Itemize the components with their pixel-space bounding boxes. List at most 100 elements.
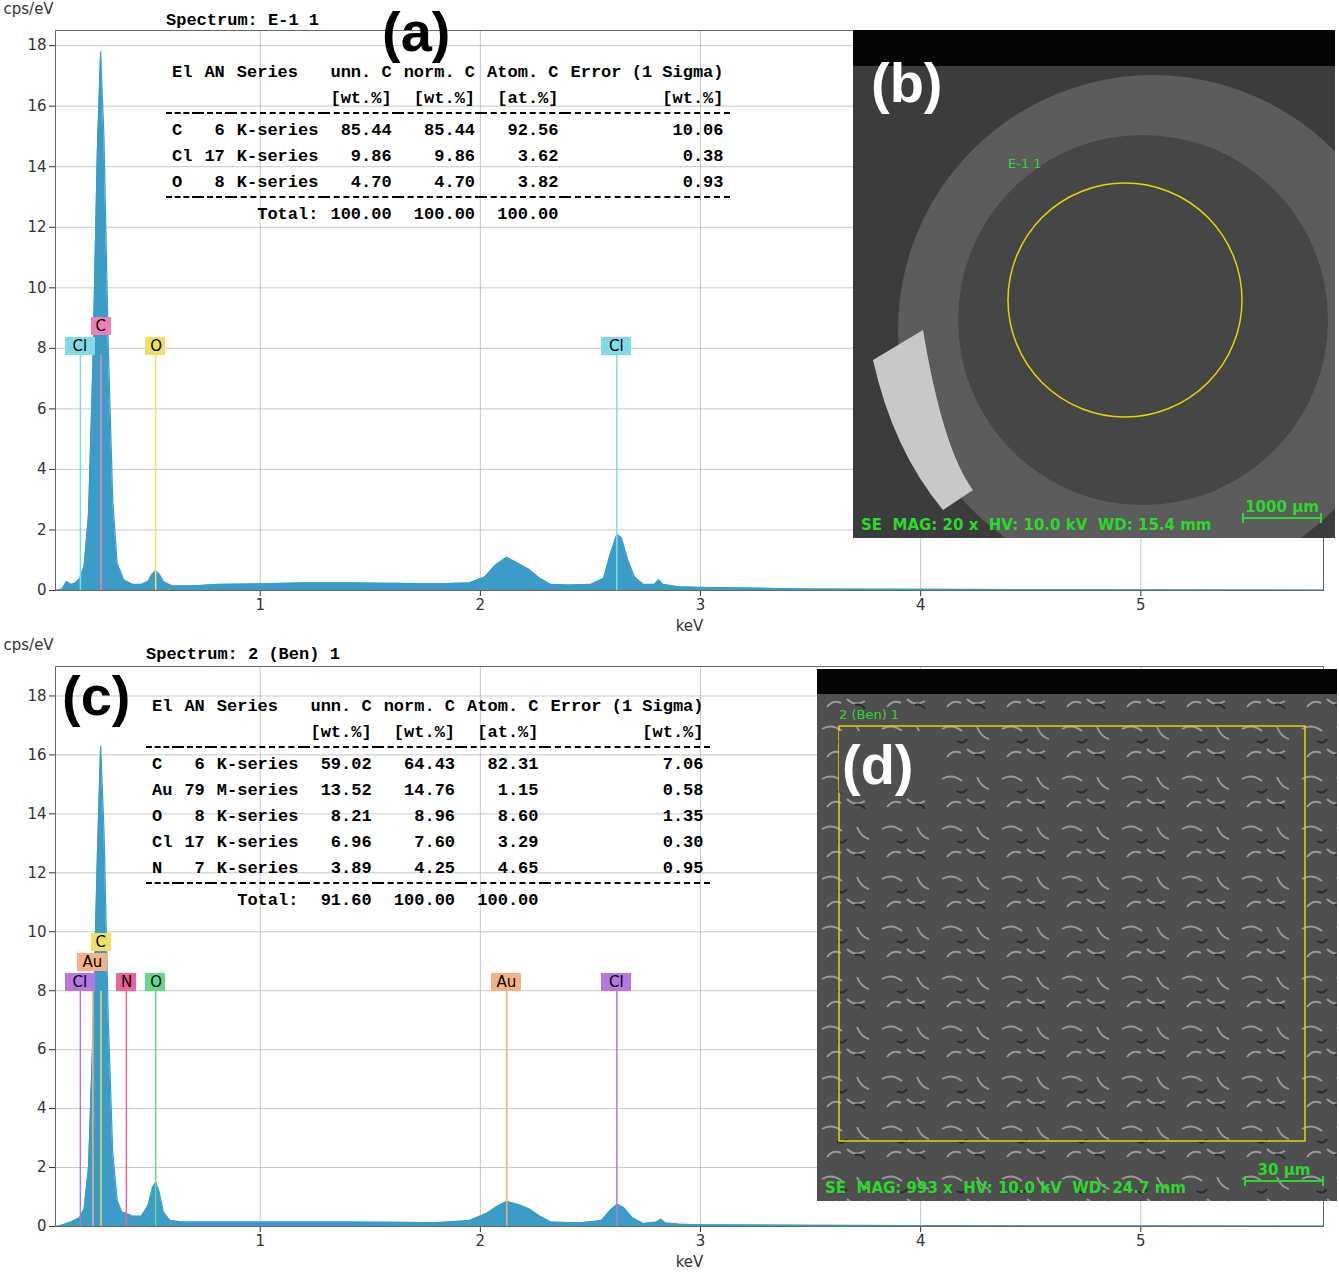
svg-text:2: 2 (476, 1232, 486, 1250)
html-text:9.86: 9.86 (434, 147, 476, 166)
html-text:64.43: 64.43 (404, 755, 456, 774)
svg-text:14: 14 (27, 805, 46, 823)
svg-text:1: 1 (255, 596, 265, 614)
html-text:100.00: 100.00 (413, 205, 476, 224)
svg-text:8: 8 (37, 339, 47, 357)
html-text:17: 17 (204, 147, 225, 166)
html-text:Error (1 Sigma): Error (1 Sigma) (550, 697, 704, 716)
html-text:[wt.%]: [wt.%] (413, 89, 476, 108)
html-text:[wt.%]: [wt.%] (642, 723, 704, 742)
html-text:3.62: 3.62 (517, 147, 559, 166)
svg-text:SE MAG: 993 x HV: 10.0 kV W: SE MAG: 993 x HV: 10.0 kV WD: 24.7 mm (825, 1179, 1186, 1197)
svg-text:cps/eV: cps/eV (4, 0, 55, 18)
html-text:4.70: 4.70 (350, 173, 392, 192)
svg-text:14: 14 (27, 158, 46, 176)
html-text:100.00: 100.00 (497, 205, 559, 224)
html-text:norm. C: norm. C (403, 63, 476, 82)
html-text:K-series: K-series (236, 173, 319, 192)
svg-text:16: 16 (27, 97, 46, 115)
html-text:Series: Series (216, 697, 278, 716)
html-text:Au: Au (82, 952, 103, 971)
html-text:[wt.%]: [wt.%] (310, 723, 372, 742)
html-text:3.82: 3.82 (517, 173, 559, 192)
html-text:85.44: 85.44 (340, 121, 392, 140)
svg-text:0: 0 (37, 1217, 47, 1235)
svg-text:6: 6 (37, 400, 47, 418)
html-text:AN: AN (184, 697, 205, 716)
svg-text:4: 4 (916, 1232, 926, 1250)
svg-text:18: 18 (27, 36, 46, 54)
svg-text:4: 4 (916, 596, 926, 614)
html-text:M-series: M-series (216, 781, 299, 800)
svg-text:6: 6 (37, 1040, 47, 1058)
html-text:92.56: 92.56 (507, 121, 559, 140)
html-text:Series: Series (236, 63, 298, 82)
html-text:K-series: K-series (236, 121, 319, 140)
svg-text:cps/eV: cps/eV (4, 636, 55, 654)
svg-text:2: 2 (476, 596, 486, 614)
html-text:[at.%]: [at.%] (497, 89, 559, 108)
svg-text:0: 0 (37, 581, 47, 599)
html-text:Total:: Total: (257, 205, 319, 224)
html-text:82.31: 82.31 (487, 755, 539, 774)
html-text:Error (1 Sigma): Error (1 Sigma) (570, 63, 724, 82)
html-text:9.86: 9.86 (350, 147, 392, 166)
svg-text:10: 10 (27, 923, 46, 941)
html-text:Spectrum: E-1 1: Spectrum: E-1 1 (166, 11, 319, 30)
svg-text:2: 2 (37, 1158, 47, 1176)
html-text:(a): (a) (382, 0, 451, 63)
html-text:0.93: 0.93 (682, 173, 724, 192)
html-text:[wt.%]: [wt.%] (393, 723, 456, 742)
svg-text:2: 2 (37, 521, 47, 539)
svg-text:SE MAG: 20 x HV: 10.0 kV WD: SE MAG: 20 x HV: 10.0 kV WD: 15.4 mm (861, 516, 1211, 534)
html-text:El: El (152, 697, 173, 716)
svg-text:2 (Ben) 1: 2 (Ben) 1 (839, 707, 899, 722)
html-text:K-series: K-series (216, 755, 299, 774)
html-text:Atom. C: Atom. C (487, 63, 559, 82)
html-text:norm. C: norm. C (383, 697, 456, 716)
svg-text:keV: keV (676, 617, 704, 635)
svg-text:5: 5 (1136, 596, 1146, 614)
html-text:K-series: K-series (236, 147, 319, 166)
html-text:13.52: 13.52 (320, 781, 372, 800)
svg-text:(b): (b) (871, 51, 943, 114)
html-text:85.44: 85.44 (424, 121, 476, 140)
svg-text:18: 18 (27, 687, 46, 705)
html-text:0.38: 0.38 (682, 147, 724, 166)
html-text:AN: AN (204, 63, 225, 82)
html-text:100.00: 100.00 (330, 205, 392, 224)
html-text:Atom. C: Atom. C (467, 697, 539, 716)
svg-text:30 µm: 30 µm (1258, 1161, 1311, 1179)
svg-text:4: 4 (37, 1099, 47, 1117)
svg-text:4: 4 (37, 460, 47, 478)
html-text:Au: Au (496, 972, 517, 991)
html-text:4.70: 4.70 (434, 173, 476, 192)
html-text:[wt.%]: [wt.%] (330, 89, 392, 108)
svg-text:(d): (d) (842, 733, 914, 796)
html-text:Cl: Cl (172, 147, 193, 166)
html-text:unn. C: unn. C (330, 63, 392, 82)
html-text:El: El (172, 63, 193, 82)
html-text:7.06: 7.06 (662, 755, 704, 774)
html-text:10.06: 10.06 (672, 121, 724, 140)
html-text:Au: Au (152, 781, 173, 800)
html-text:[at.%]: [at.%] (477, 723, 539, 742)
svg-text:12: 12 (27, 864, 46, 882)
svg-text:E-1 1: E-1 1 (1008, 156, 1042, 171)
html-text:unn. C: unn. C (310, 697, 372, 716)
svg-text:16: 16 (27, 746, 46, 764)
html-text:Spectrum: 2 (Ben) 1: Spectrum: 2 (Ben) 1 (146, 645, 340, 664)
svg-text:12: 12 (27, 218, 46, 236)
svg-text:3: 3 (696, 596, 706, 614)
html-text:79: 79 (184, 781, 205, 800)
svg-text:1: 1 (255, 1232, 265, 1250)
svg-text:10: 10 (27, 279, 46, 297)
html-text:(c): (c) (62, 664, 131, 727)
svg-text:keV: keV (676, 1253, 704, 1271)
svg-text:3: 3 (696, 1232, 706, 1250)
svg-text:5: 5 (1136, 1232, 1146, 1250)
svg-text:8: 8 (37, 982, 47, 1000)
html-text:[wt.%]: [wt.%] (662, 89, 724, 108)
svg-text:1000 µm: 1000 µm (1245, 498, 1319, 516)
html-text:59.02: 59.02 (320, 755, 372, 774)
